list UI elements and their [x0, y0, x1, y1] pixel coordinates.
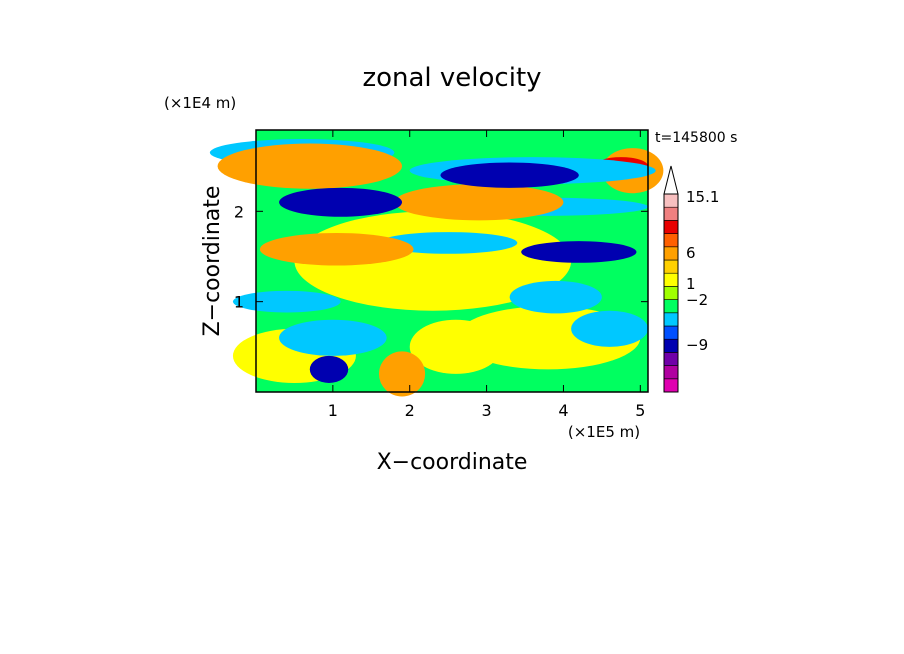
y-axis-ticks: 12: [234, 202, 648, 312]
colorbar-swatch: [663, 206, 679, 221]
colorbar-swatch: [663, 365, 679, 380]
contour-blob: [309, 355, 349, 383]
colorbar-swatch: [663, 272, 679, 287]
y-axis-unit: (×1E4 m): [164, 94, 236, 112]
colorbar-swatch: [663, 220, 679, 234]
contour-blob: [409, 319, 502, 374]
colorbar-swatch: [663, 259, 679, 274]
colorbar-swatch: [663, 246, 679, 261]
x-tick-label: 3: [481, 401, 491, 420]
time-label: t=145800 s: [655, 130, 737, 146]
colorbar-swatch: [663, 286, 679, 300]
chart-title: zonal velocity: [362, 63, 541, 93]
colorbar-swatch: [663, 233, 679, 248]
colorbar-swatch: [663, 299, 679, 314]
colorbar-swatch: [663, 193, 679, 208]
colorbar-swatch: [663, 325, 679, 340]
contour-blob: [232, 290, 341, 313]
contour-blob: [378, 232, 518, 254]
y-tick-label: 2: [234, 202, 244, 221]
contour-blob: [440, 162, 579, 188]
colorbar-extend-arrow: [663, 165, 679, 195]
contour-blob: [279, 319, 387, 356]
contour-field: [209, 130, 664, 397]
contour-blob: [509, 280, 602, 314]
contour-blob: [217, 143, 403, 189]
colorbar-frame: [663, 193, 679, 393]
colorbar-swatch: [663, 378, 679, 393]
x-axis-ticks: 1 2 3 4 5: [328, 130, 645, 420]
colorbar-label: 1: [686, 275, 696, 293]
x-axis-label: X−coordinate: [377, 450, 528, 475]
x-tick-label: 1: [328, 401, 338, 420]
y-axis-label: Z−coordinate: [200, 186, 225, 337]
colorbar-swatch: [663, 352, 679, 366]
contour-blob: [394, 184, 564, 221]
x-tick-label: 5: [635, 401, 645, 420]
colorbar-label: −2: [686, 291, 708, 309]
x-axis-unit: (×1E5 m): [568, 423, 640, 441]
contour-blob: [571, 310, 648, 347]
colorbar: 15.1 6 1−2 −9: [663, 165, 719, 393]
x-tick-label: 2: [405, 401, 415, 420]
colorbar-label: 6: [686, 244, 696, 262]
contour-blob: [521, 241, 637, 263]
colorbar-label: 15.1: [686, 188, 719, 206]
plot-frame: [255, 129, 649, 393]
contour-blob: [279, 187, 403, 217]
colorbar-swatch: [663, 338, 679, 353]
colorbar-label: −9: [686, 336, 708, 354]
contour-blob: [378, 351, 426, 397]
colorbar-swatch: [663, 312, 679, 327]
contour-blob: [259, 232, 414, 266]
x-tick-label: 4: [558, 401, 568, 420]
y-tick-label: 1: [234, 293, 244, 312]
